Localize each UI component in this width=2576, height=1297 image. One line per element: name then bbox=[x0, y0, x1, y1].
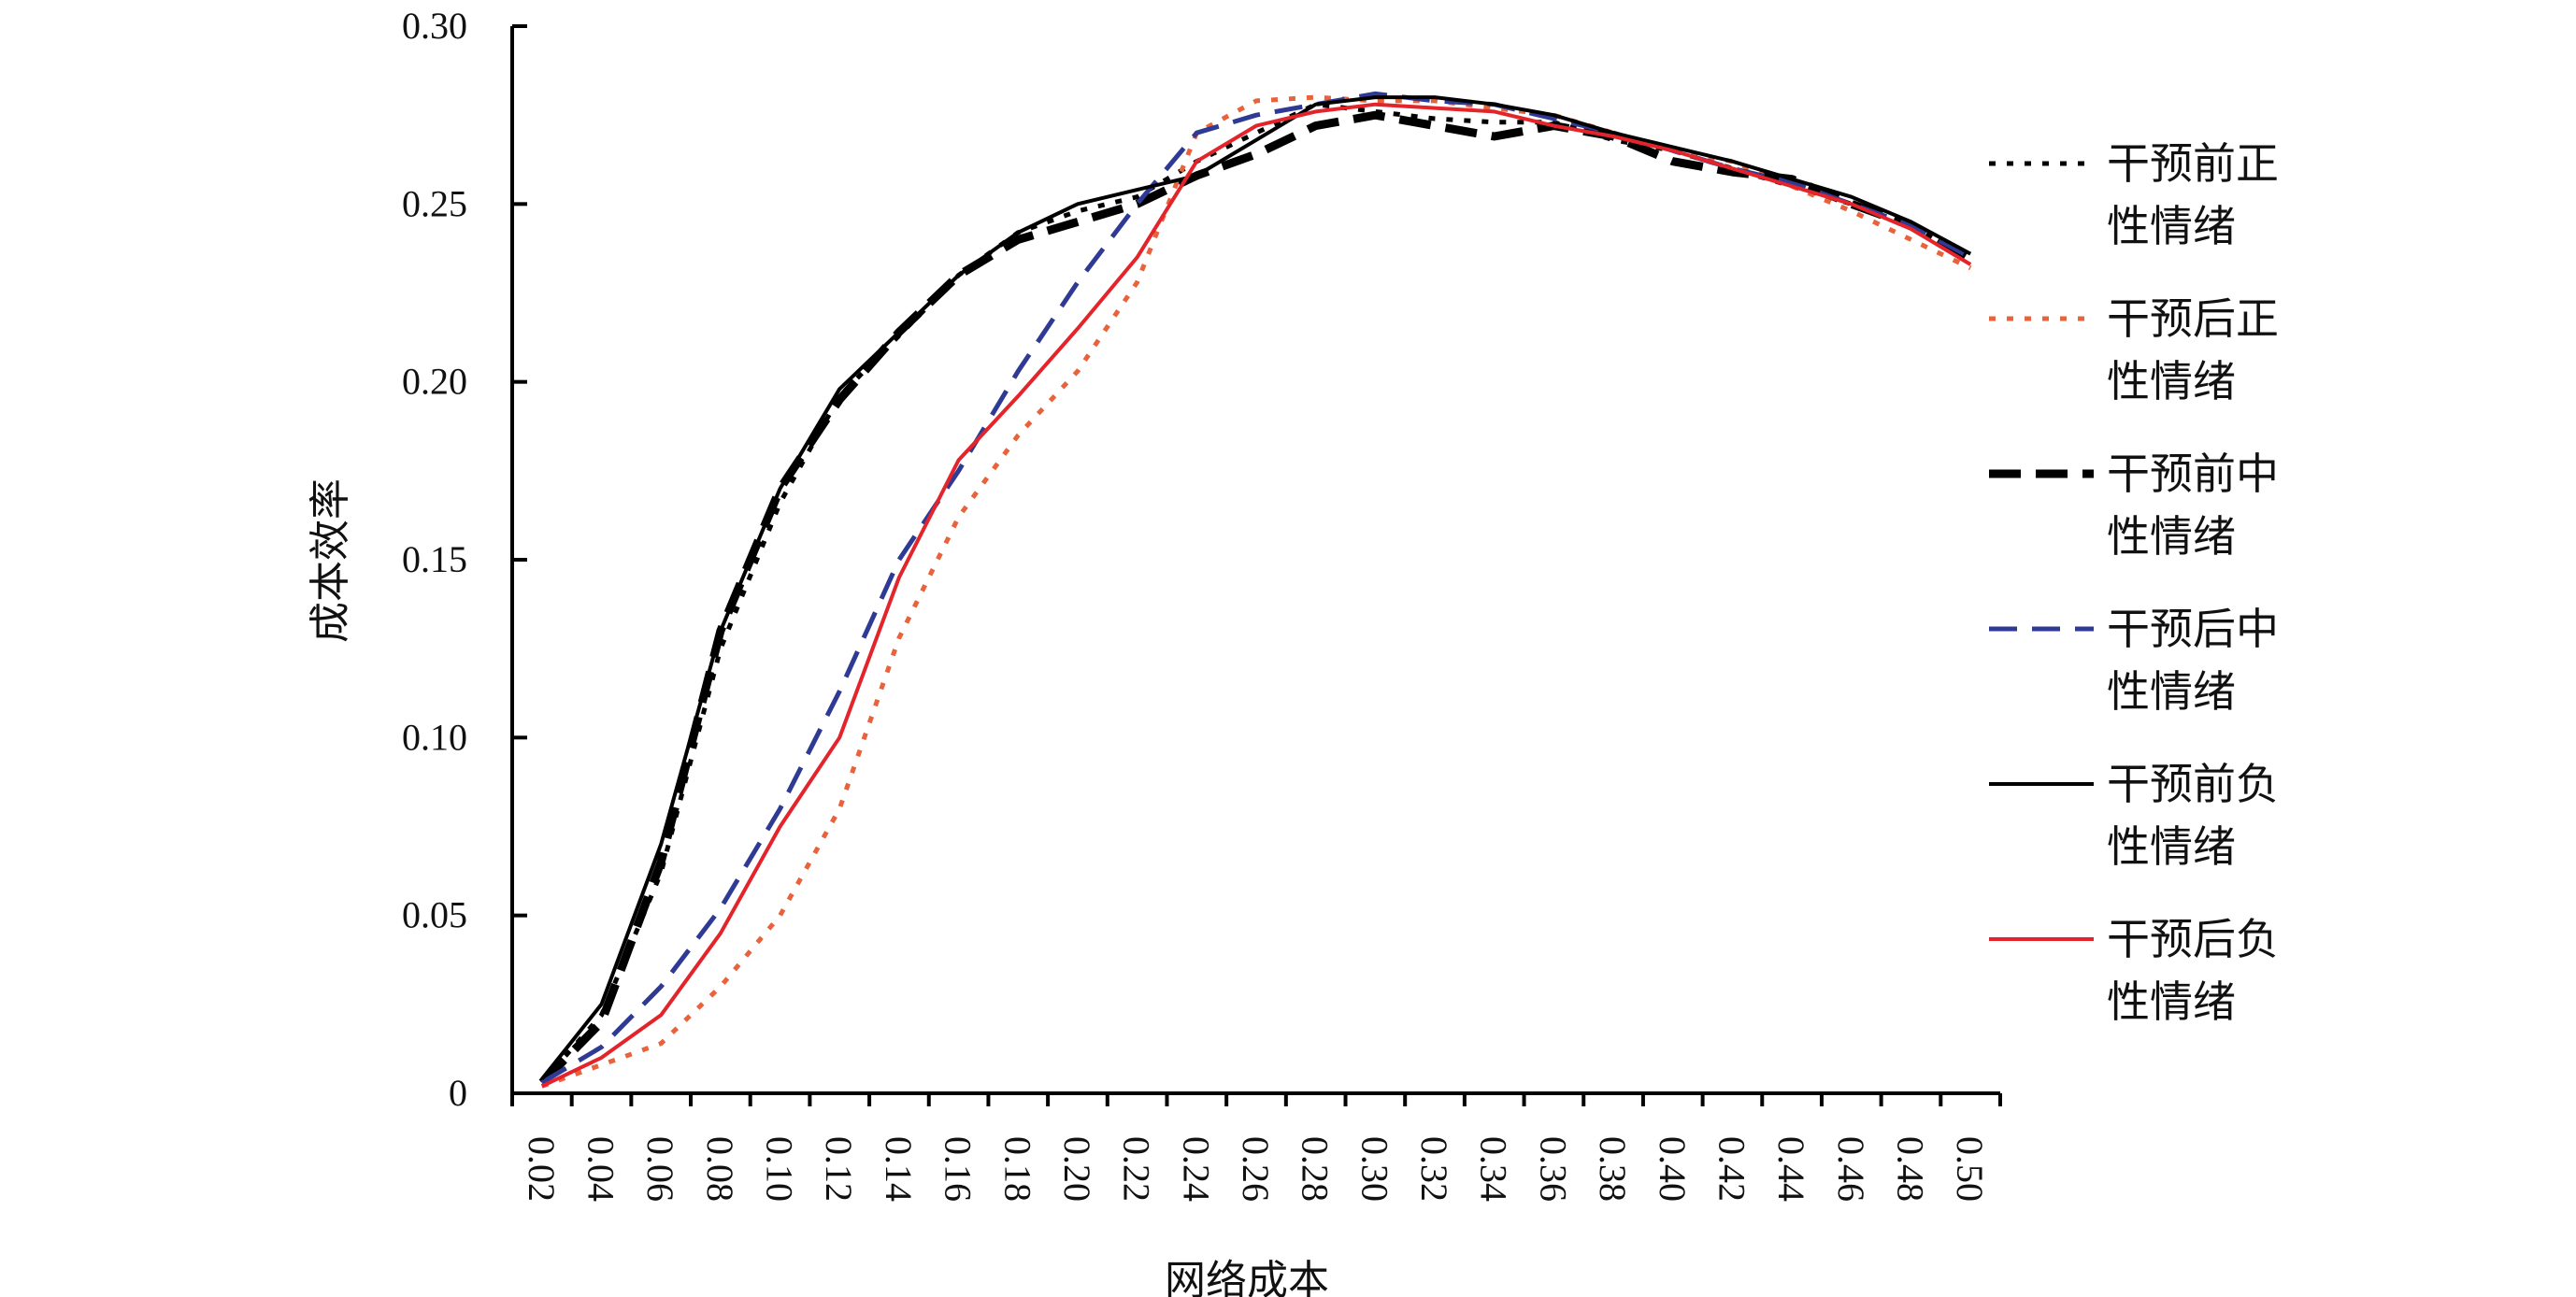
x-tick-label: 0.34 bbox=[1473, 1136, 1515, 1202]
legend-label-line2: 性情绪 bbox=[2107, 511, 2236, 562]
legend-label-line1: 干预前正 bbox=[2107, 138, 2279, 189]
y-axis-title: 成本效率 bbox=[307, 478, 354, 643]
legend-label-line1: 干预后负 bbox=[2107, 914, 2279, 964]
x-ticks: 0.02 0.04 0.06 0.08 0.10 0.12 0.14 0.16 0.18 0.20… bbox=[510, 1093, 2002, 1202]
x-tick-label: 0.46 bbox=[1830, 1136, 1872, 1202]
y-tick-label: 0.20 bbox=[402, 361, 467, 403]
x-tick-label: 0.26 bbox=[1235, 1136, 1277, 1202]
series-line-2 bbox=[540, 94, 1972, 1089]
x-axis-title: 网络成本 bbox=[1165, 1257, 1329, 1297]
x-tick-label: 0.50 bbox=[1949, 1136, 1991, 1202]
x-tick-label: 0.12 bbox=[818, 1136, 860, 1202]
x-tick-label: 0.08 bbox=[699, 1136, 741, 1202]
legend-label-line2: 性情绪 bbox=[2107, 976, 2236, 1027]
x-tick-label: 0.36 bbox=[1532, 1136, 1574, 1202]
legend-label-line2: 性情绪 bbox=[2107, 356, 2236, 406]
y-tick-label: 0 bbox=[449, 1072, 467, 1114]
x-tick-label: 0.24 bbox=[1175, 1136, 1217, 1202]
x-tick-label: 0.44 bbox=[1770, 1136, 1812, 1202]
x-tick-label: 0.40 bbox=[1652, 1136, 1694, 1202]
x-tick-label: 0.38 bbox=[1592, 1136, 1634, 1202]
x-tick-label: 0.10 bbox=[759, 1136, 801, 1202]
series-layer bbox=[538, 91, 1973, 1089]
x-tick-label: 0.06 bbox=[639, 1136, 681, 1202]
legend-label-line2: 性情绪 bbox=[2107, 821, 2236, 872]
x-tick-label: 0.14 bbox=[878, 1136, 920, 1202]
y-ticks: 0.30 0.25 0.20 0.15 0.10 0.05 0 bbox=[402, 5, 527, 1114]
x-tick-label: 0.48 bbox=[1889, 1136, 1931, 1202]
series-line-5 bbox=[540, 95, 1972, 1081]
x-tick-label: 0.42 bbox=[1710, 1136, 1753, 1202]
series-line-6 bbox=[540, 102, 1972, 1089]
x-tick-label: 0.18 bbox=[996, 1136, 1038, 1202]
x-tick-label: 0.28 bbox=[1295, 1136, 1337, 1202]
x-tick-label: 0.32 bbox=[1413, 1136, 1455, 1202]
y-tick-label: 0.25 bbox=[402, 182, 467, 224]
x-tick-label: 0.22 bbox=[1116, 1136, 1158, 1202]
y-tick-label: 0.10 bbox=[402, 716, 467, 758]
series-line-3 bbox=[538, 110, 1973, 1086]
series-line-1 bbox=[539, 102, 1972, 1085]
x-tick-label: 0.30 bbox=[1353, 1136, 1395, 1202]
legend-label-line1: 干预后中 bbox=[2107, 604, 2279, 654]
legend-label-line2: 性情绪 bbox=[2107, 666, 2236, 717]
x-tick-label: 0.20 bbox=[1056, 1136, 1098, 1202]
axes bbox=[510, 26, 2000, 1095]
legend-label-line1: 干预前负 bbox=[2107, 759, 2279, 809]
legend-label-line2: 性情绪 bbox=[2107, 201, 2236, 251]
y-tick-label: 0.30 bbox=[402, 5, 467, 47]
series-line-4 bbox=[540, 91, 1972, 1085]
y-tick-label: 0.15 bbox=[402, 538, 467, 580]
x-tick-label: 0.04 bbox=[580, 1136, 623, 1202]
y-tick-label: 0.05 bbox=[402, 894, 467, 936]
legend-label-line1: 干预前中 bbox=[2107, 449, 2279, 499]
legend-label-line1: 干预后正 bbox=[2107, 293, 2279, 344]
x-tick-label: 0.16 bbox=[937, 1136, 980, 1202]
x-tick-label: 0.02 bbox=[521, 1136, 563, 1202]
legend: 干预前正性情绪干预后正性情绪干预前中性情绪干预后中性情绪干预前负性情绪干预后负性… bbox=[1989, 138, 2279, 1027]
